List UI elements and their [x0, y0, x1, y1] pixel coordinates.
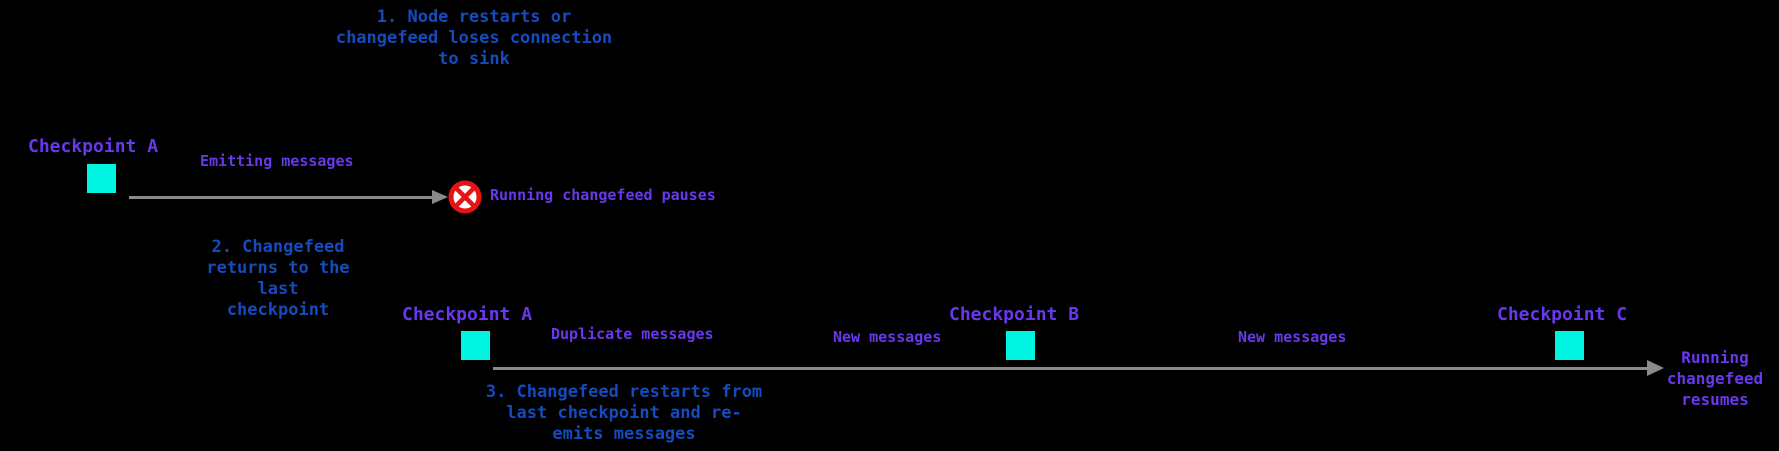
- checkpoint-b-label: Checkpoint B: [949, 304, 1080, 325]
- checkpoint-a-label-timeline1: Checkpoint A: [28, 136, 159, 157]
- new-messages-label-2: New messages: [1238, 328, 1347, 346]
- emitting-messages-label: Emitting messages: [200, 152, 354, 170]
- changefeed-paused-icon: [448, 180, 482, 214]
- timeline1-arrowhead-icon: [432, 190, 448, 204]
- checkpoint-a-label-timeline2: Checkpoint A: [402, 304, 533, 325]
- new-messages-label-1: New messages: [833, 328, 942, 346]
- checkpoint-c-marker: [1555, 331, 1584, 360]
- running-changefeed-resumes-label: Running changefeed resumes: [1666, 348, 1764, 409]
- step3-note: 3. Changefeed restarts from last checkpo…: [485, 382, 763, 444]
- timeline2-arrowhead-icon: [1647, 360, 1664, 376]
- checkpoint-a-marker-timeline2: [461, 331, 490, 360]
- checkpoint-c-label: Checkpoint C: [1497, 304, 1628, 325]
- step1-note: 1. Node restarts or changefeed loses con…: [335, 7, 613, 69]
- running-changefeed-pauses-label: Running changefeed pauses: [490, 186, 716, 204]
- checkpoint-b-marker: [1006, 331, 1035, 360]
- duplicate-messages-label: Duplicate messages: [551, 325, 714, 343]
- timeline2-line: [493, 367, 1649, 370]
- checkpoint-a-marker-timeline1: [87, 164, 116, 193]
- timeline1-line: [129, 196, 433, 199]
- step2-note: 2. Changefeed returns to the last checkp…: [206, 237, 350, 320]
